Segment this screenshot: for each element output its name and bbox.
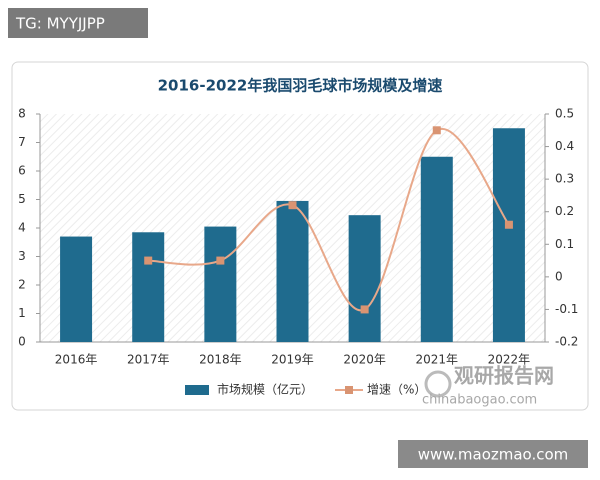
watermark-box: [8, 8, 148, 38]
y-tick-label: 6: [18, 164, 26, 178]
y2-tick-label: 0.1: [555, 237, 574, 251]
watermark-logo: 观研报告网: [454, 364, 554, 388]
bar: [60, 236, 93, 342]
watermark-box: [398, 440, 588, 468]
x-tick-label: 2020年: [343, 353, 386, 367]
y2-tick-label: -0.1: [555, 302, 578, 316]
line-marker: [504, 220, 513, 229]
logo-icon: [424, 370, 452, 398]
legend-label: 市场规模（亿元）: [217, 382, 313, 397]
watermark-text: www.maozmao.com: [418, 446, 569, 464]
bar: [132, 232, 165, 342]
y-tick-label: 2: [18, 278, 26, 292]
x-tick-label: 2021年: [416, 353, 459, 367]
y-tick-label: 3: [18, 249, 26, 263]
y2-tick-label: 0: [555, 269, 563, 283]
legend-label: 增速（%）: [367, 383, 426, 397]
bar: [276, 200, 309, 342]
y2-tick-label: 0.4: [555, 139, 574, 153]
legend-swatch: [345, 386, 353, 394]
bar: [492, 128, 525, 342]
x-tick-label: 2019年: [271, 353, 314, 367]
y2-tick-label: -0.2: [555, 335, 578, 349]
y-tick-label: 1: [18, 306, 26, 320]
x-tick-label: 2018年: [199, 353, 242, 367]
x-tick-label: 2017年: [127, 353, 170, 367]
line-marker: [144, 256, 153, 265]
x-tick-label: 2022年: [488, 353, 531, 367]
y-tick-label: 5: [18, 192, 26, 206]
chart-title: 2016-2022年我国羽毛球市场规模及增速: [158, 77, 443, 95]
y-tick-label: 4: [18, 221, 26, 235]
bar: [420, 156, 453, 342]
bar: [348, 215, 381, 342]
y-tick-label: 8: [18, 107, 26, 121]
watermark-url: chinabaogao.com: [422, 393, 537, 408]
y-tick-label: 0: [18, 335, 26, 349]
y2-tick-label: 0.3: [555, 172, 574, 186]
line-marker: [216, 256, 225, 265]
legend-swatch: [185, 385, 209, 395]
watermark-text: TG: MYYJJPP: [15, 15, 105, 33]
bar: [204, 226, 237, 342]
line-marker: [360, 305, 369, 314]
y-tick-label: 7: [18, 135, 26, 149]
line-marker: [432, 126, 441, 135]
y2-tick-label: 0.2: [555, 204, 574, 218]
line-marker: [288, 201, 297, 210]
y2-tick-label: 0.5: [555, 107, 574, 121]
x-tick-label: 2016年: [55, 353, 98, 367]
